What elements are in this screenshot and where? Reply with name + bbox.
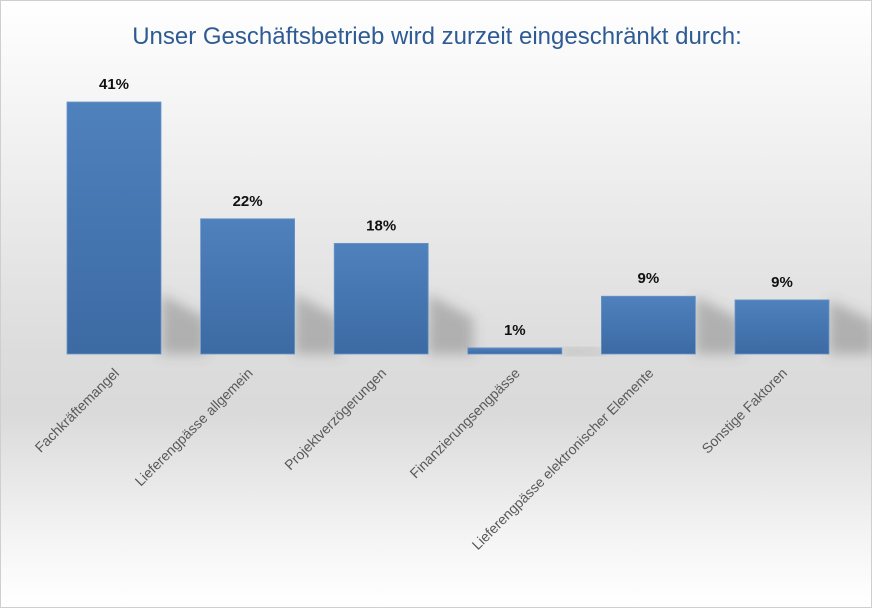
bar-shadow — [829, 299, 872, 354]
bar-shadow — [294, 294, 340, 354]
data-label: 1% — [504, 322, 526, 339]
bar-shadow — [161, 294, 206, 354]
x-tick-label: Finanzierungsengpässe — [406, 365, 523, 482]
data-label: 41% — [99, 76, 129, 93]
bar — [467, 347, 563, 355]
x-tick-label: Fachkräftemangel — [32, 365, 123, 456]
x-tick-label: Sonstige Faktoren — [698, 365, 790, 457]
bar — [333, 242, 429, 355]
data-label: 9% — [771, 274, 793, 291]
bar-shadow — [561, 347, 607, 354]
bar-shadow — [428, 294, 474, 354]
x-tick-label: Projektverzögerungen — [281, 365, 389, 473]
bar — [734, 299, 830, 355]
bar — [200, 218, 296, 355]
data-label: 18% — [366, 217, 396, 234]
data-label: 22% — [233, 193, 263, 210]
data-label: 9% — [638, 270, 660, 287]
bar — [66, 101, 162, 355]
chart-title: Unser Geschäftsbetrieb wird zurzeit eing… — [132, 23, 742, 50]
x-tick-label: Lieferengpässe allgemein — [132, 365, 256, 489]
bar-shadow — [695, 296, 741, 354]
bar — [601, 295, 696, 355]
